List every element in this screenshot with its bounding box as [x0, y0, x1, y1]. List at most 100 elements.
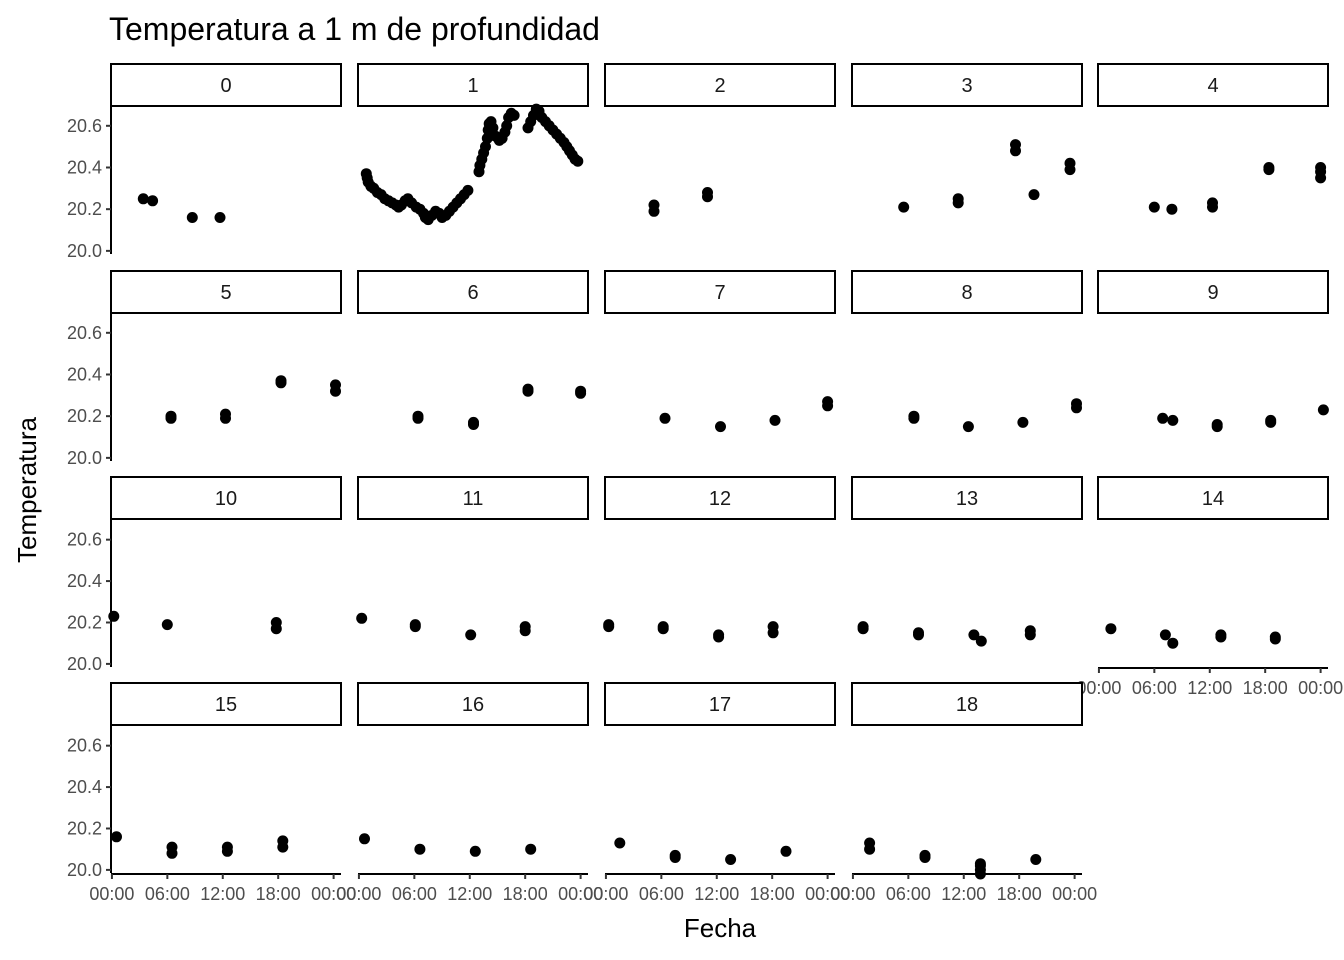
data-point	[603, 619, 615, 631]
y-tick-label: 20.0	[67, 654, 102, 674]
facet-strip	[357, 682, 589, 726]
facet-strip	[604, 270, 836, 314]
x-tick-label: 00:00	[311, 884, 356, 904]
facet-strip-label: 14	[1202, 488, 1224, 510]
y-tick-label: 20.2	[67, 612, 102, 632]
facet-strip-label: 5	[220, 282, 231, 304]
facet-strip-label: 13	[956, 488, 978, 510]
x-tick-label: 00:00	[583, 884, 628, 904]
data-point	[522, 383, 534, 395]
y-tick-label: 20.0	[67, 241, 102, 261]
data-point	[669, 849, 681, 861]
facet-strip-label: 4	[1207, 75, 1218, 97]
facet-panel: 18 00:00 06:00 12:00 18:00 00:00	[830, 682, 1097, 904]
facet-panel: 17 00:00 06:00 12:00 18:00 00:00	[583, 682, 850, 904]
facet-strip	[604, 63, 836, 107]
data-point	[501, 120, 513, 132]
data-point	[898, 201, 910, 213]
facet-strip	[1097, 63, 1329, 107]
x-tick-label: 18:00	[750, 884, 795, 904]
facet-strip-label: 10	[215, 488, 237, 510]
data-point	[725, 854, 737, 865]
data-point	[1010, 139, 1021, 151]
facet-panel: 15 20.0 20.2 20.4 20.6 00:00 06:00 12:00 18:00 00…	[67, 682, 356, 904]
data-point	[221, 841, 233, 853]
data-point	[614, 837, 626, 849]
data-point	[1166, 203, 1178, 215]
facet-panel: 2	[604, 63, 836, 217]
data-point	[1317, 404, 1329, 416]
data-point	[857, 621, 869, 633]
facet-strip-label: 0	[220, 75, 231, 97]
data-point	[908, 410, 920, 422]
data-point	[1315, 162, 1327, 173]
data-point	[270, 617, 282, 628]
data-point	[414, 843, 426, 855]
data-point	[165, 410, 177, 422]
facet-strip-label: 16	[462, 694, 484, 716]
facet-panel: 11	[356, 476, 589, 641]
x-tick-label: 18:00	[256, 884, 301, 904]
facet-strip	[1097, 476, 1329, 520]
data-point	[1265, 414, 1277, 426]
data-point	[111, 831, 122, 843]
data-point	[1157, 412, 1169, 424]
data-point	[186, 212, 198, 223]
x-tick-label: 12:00	[941, 884, 986, 904]
facet-panel: 8	[851, 270, 1083, 433]
facet-strip-label: 3	[961, 75, 972, 97]
facet-strip-label: 8	[961, 282, 972, 304]
facet-strip	[357, 476, 589, 520]
data-point	[412, 410, 424, 422]
data-point	[1269, 631, 1281, 643]
data-point	[409, 619, 421, 631]
facet-strip-label: 18	[956, 694, 978, 716]
facet-panel: 14 00:00 06:00 12:00 18:00 00:00	[1076, 476, 1343, 698]
y-tick-label: 20.6	[67, 736, 102, 756]
data-point	[1105, 623, 1117, 635]
x-tick-label: 00:00	[89, 884, 134, 904]
data-point	[481, 132, 493, 144]
facet-panel: 10 20.0 20.2 20.4 20.6	[67, 476, 342, 674]
y-tick-label: 20.4	[67, 157, 102, 177]
data-point	[974, 858, 986, 870]
y-tick-label: 20.4	[67, 364, 102, 384]
x-tick-label: 00:00	[336, 884, 381, 904]
facet-panel: 9	[1097, 270, 1329, 433]
x-tick-label: 18:00	[1243, 678, 1288, 698]
data-point	[919, 849, 931, 861]
data-point	[659, 412, 671, 424]
data-point	[1064, 157, 1076, 169]
x-tick-label: 12:00	[694, 884, 739, 904]
facet-strip	[851, 63, 1083, 107]
y-tick-label: 20.2	[67, 406, 102, 426]
data-point	[359, 833, 370, 845]
data-point	[1215, 629, 1227, 641]
data-point	[1028, 189, 1040, 201]
facet-strip	[357, 63, 589, 107]
data-point	[1167, 637, 1179, 649]
data-point	[1030, 854, 1042, 865]
data-point	[975, 635, 987, 647]
data-point	[822, 396, 834, 408]
y-tick-label: 20.6	[67, 116, 102, 136]
data-point	[767, 621, 779, 633]
data-point	[864, 837, 876, 849]
facet-strip	[1097, 270, 1329, 314]
x-tick-label: 00:00	[830, 884, 875, 904]
data-point	[575, 385, 587, 397]
facet-panel: 3	[851, 63, 1083, 213]
facet-strip-label: 11	[463, 488, 484, 510]
facet-strip-label: 6	[467, 282, 478, 304]
data-point	[214, 212, 226, 223]
y-axis-title: Temperatura	[12, 416, 42, 562]
data-point	[166, 841, 178, 853]
facet-panel: 4	[1097, 63, 1329, 215]
data-point	[648, 199, 660, 211]
x-tick-label: 12:00	[1187, 678, 1232, 698]
facet-strip	[110, 682, 342, 726]
facet-strip-label: 1	[467, 75, 478, 97]
x-axis-title: Fecha	[684, 913, 757, 943]
facet-strip-label: 17	[709, 694, 731, 716]
facet-strip	[110, 476, 342, 520]
